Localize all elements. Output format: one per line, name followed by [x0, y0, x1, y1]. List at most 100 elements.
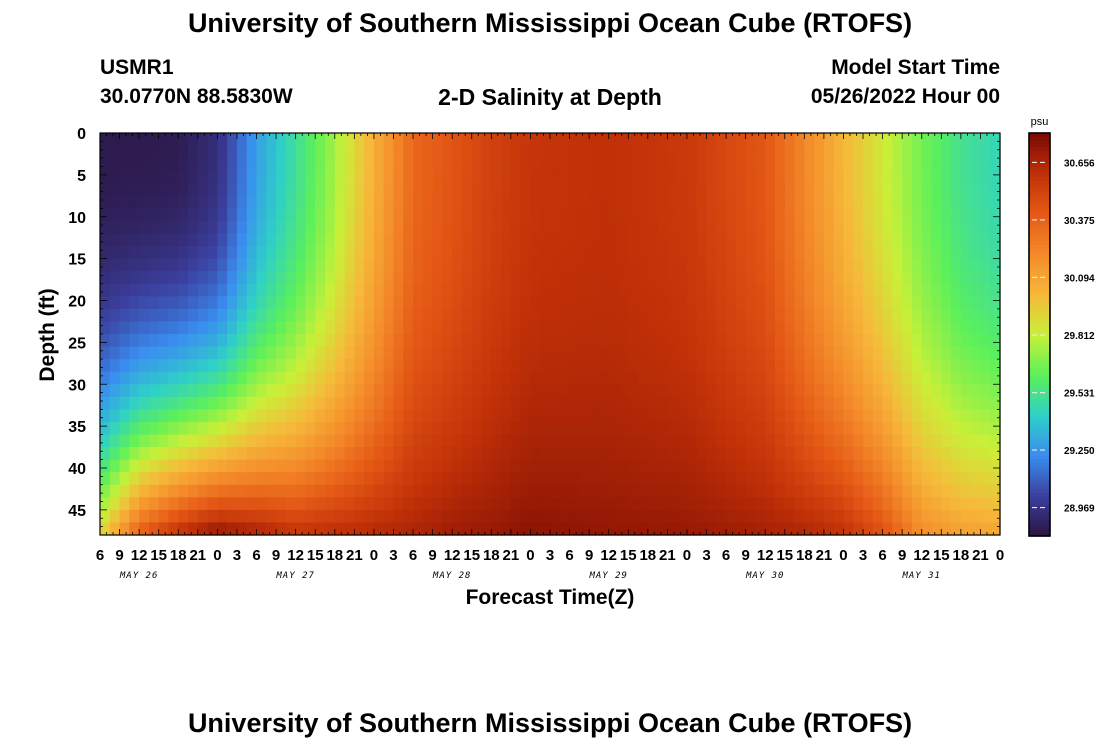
heatmap-cell	[559, 459, 571, 473]
heatmap-cell	[413, 334, 424, 348]
heatmap-cell	[109, 158, 121, 172]
heatmap-cell	[863, 220, 874, 235]
heatmap-cell	[148, 233, 160, 247]
heatmap-cell	[373, 183, 385, 197]
heatmap-cell	[442, 359, 453, 373]
heatmap-cell	[461, 133, 473, 147]
heatmap-cell	[217, 220, 228, 235]
heatmap-cell	[775, 484, 786, 498]
heatmap-cell	[207, 308, 218, 323]
heatmap-cell	[589, 246, 600, 260]
heatmap-cell	[598, 409, 610, 423]
heatmap-cell	[305, 233, 316, 247]
heatmap-cell	[510, 283, 522, 297]
heatmap-cell	[960, 308, 972, 323]
heatmap-cell	[139, 158, 150, 172]
heatmap-cell	[569, 484, 580, 498]
heatmap-cell	[100, 334, 111, 348]
heatmap-cell	[432, 384, 443, 398]
heatmap-cell	[148, 133, 160, 147]
heatmap-cell	[403, 296, 414, 310]
heatmap-cell	[579, 484, 590, 498]
heatmap-cell	[236, 233, 248, 247]
heatmap-cell	[256, 384, 267, 398]
heatmap-cell	[765, 409, 776, 423]
heatmap-cell	[246, 233, 258, 247]
heatmap-cell	[618, 334, 629, 348]
heatmap-cell	[461, 421, 473, 436]
heatmap-cell	[461, 384, 473, 398]
heatmap-cell	[393, 522, 404, 536]
heatmap-cell	[970, 421, 982, 436]
heatmap-cell	[285, 195, 297, 209]
heatmap-cell	[295, 296, 307, 310]
heatmap-cell	[931, 233, 942, 247]
heatmap-cell	[745, 346, 757, 360]
heatmap-cell	[647, 296, 659, 310]
heatmap-cell	[902, 283, 913, 297]
heatmap-cell	[706, 447, 717, 461]
heatmap-cell	[266, 509, 277, 524]
heatmap-cell	[373, 296, 385, 310]
heatmap-cell	[139, 183, 150, 197]
heatmap-cell	[393, 409, 404, 423]
heatmap-cell	[129, 220, 140, 235]
heatmap-cell	[677, 371, 688, 385]
heatmap-cell	[158, 371, 170, 385]
heatmap-cell	[833, 447, 845, 461]
heatmap-cell	[217, 421, 228, 436]
heatmap-cell	[285, 233, 297, 247]
heatmap-cell	[951, 359, 962, 373]
heatmap-cell	[608, 459, 620, 473]
heatmap-cell	[550, 321, 561, 335]
heatmap-cell	[178, 133, 189, 147]
heatmap-cell	[980, 246, 991, 260]
heatmap-cell	[393, 384, 404, 398]
heatmap-cell	[784, 321, 796, 335]
heatmap-cell	[461, 334, 473, 348]
heatmap-cell	[178, 447, 189, 461]
heatmap-cell	[227, 271, 238, 285]
colorbar-segment	[1029, 358, 1050, 362]
heatmap-cell	[520, 434, 532, 448]
heatmap-cell	[726, 359, 737, 373]
heatmap-cell	[941, 421, 952, 436]
heatmap-cell	[911, 246, 923, 260]
x-tick-label: 15	[776, 547, 793, 564]
heatmap-cell	[491, 447, 502, 461]
heatmap-cell	[814, 509, 825, 524]
heatmap-cell	[579, 371, 590, 385]
heatmap-cell	[315, 208, 326, 222]
heatmap-cell	[471, 396, 483, 410]
heatmap-cell	[148, 484, 160, 498]
heatmap-cell	[354, 271, 365, 285]
heatmap-cell	[100, 296, 111, 310]
heatmap-cell	[960, 472, 972, 486]
heatmap-cell	[882, 509, 893, 524]
heatmap-cell	[814, 195, 825, 209]
heatmap-cell	[168, 509, 179, 524]
heatmap-cell	[647, 170, 659, 184]
heatmap-cell	[677, 258, 688, 272]
heatmap-cell	[598, 170, 610, 184]
heatmap-cell	[814, 308, 825, 323]
heatmap-cell	[882, 183, 893, 197]
heatmap-cell	[540, 346, 551, 360]
heatmap-cell	[178, 522, 189, 536]
heatmap-cell	[872, 133, 884, 147]
heatmap-cell	[510, 133, 522, 147]
heatmap-cell	[863, 283, 874, 297]
heatmap-cell	[276, 220, 287, 235]
heatmap-cell	[892, 170, 903, 184]
heatmap-cell	[863, 195, 874, 209]
heatmap-cell	[246, 384, 258, 398]
heatmap-cell	[735, 258, 747, 272]
heatmap-cell	[686, 421, 698, 436]
heatmap-cell	[853, 183, 864, 197]
heatmap-cell	[775, 170, 786, 184]
heatmap-cell	[618, 447, 629, 461]
heatmap-cell	[285, 321, 297, 335]
heatmap-cell	[745, 409, 757, 423]
heatmap-cell	[461, 208, 473, 222]
heatmap-cell	[550, 183, 561, 197]
